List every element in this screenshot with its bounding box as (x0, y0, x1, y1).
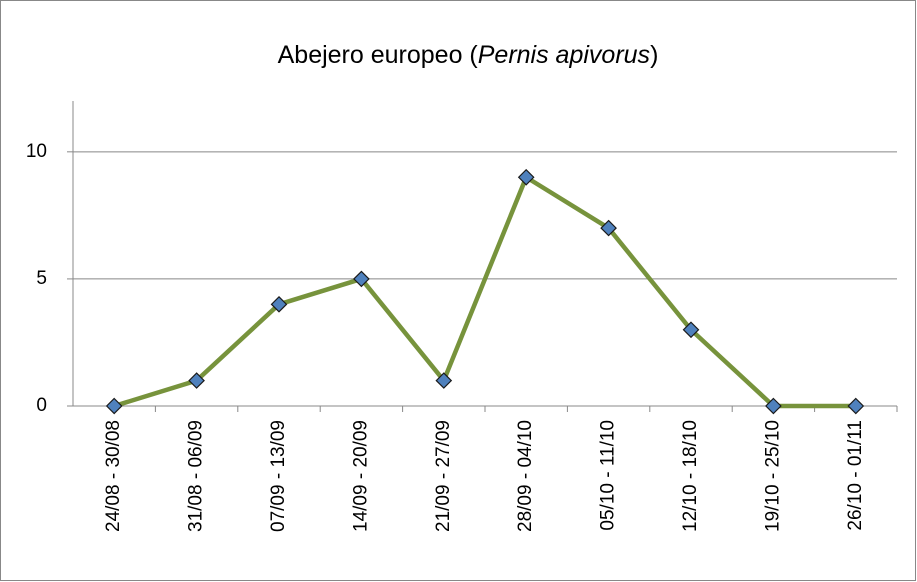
x-tick-label: 12/10 - 18/10 (680, 420, 701, 532)
marker (270, 295, 288, 313)
y-tick-label: 10 (26, 141, 47, 162)
marker (353, 270, 370, 288)
marker (517, 168, 535, 186)
marker (435, 372, 453, 389)
x-tick-label: 24/08 - 30/08 (103, 420, 124, 532)
marker (600, 219, 617, 237)
y-tick-label: 5 (36, 268, 47, 289)
series-line (113, 175, 856, 409)
x-tick-label: 19/10 - 25/10 (762, 420, 783, 532)
marker (765, 397, 782, 415)
x-tick-label: 14/09 - 20/09 (350, 420, 371, 532)
marker (188, 372, 205, 389)
x-tick-label: 07/09 - 13/09 (268, 420, 289, 532)
marker (105, 397, 123, 415)
x-tick-label: 26/10 - 01/11 (845, 420, 866, 531)
x-tick-label: 21/09 - 27/09 (433, 420, 454, 532)
x-tick-label: 28/09 - 04/10 (515, 420, 536, 532)
marker (682, 321, 700, 339)
x-tick-label: 05/10 - 11/10 (598, 420, 619, 531)
chart-title: Abejero europeo (Pernis apivorus) (278, 41, 659, 69)
title-text: ) (650, 41, 658, 69)
y-tick-label: 0 (36, 395, 47, 416)
x-tick-label: 31/08 - 06/09 (186, 420, 207, 532)
marker (847, 397, 865, 415)
title-species: Pernis apivorus (478, 41, 650, 69)
title-text: Abejero europeo ( (278, 41, 479, 69)
